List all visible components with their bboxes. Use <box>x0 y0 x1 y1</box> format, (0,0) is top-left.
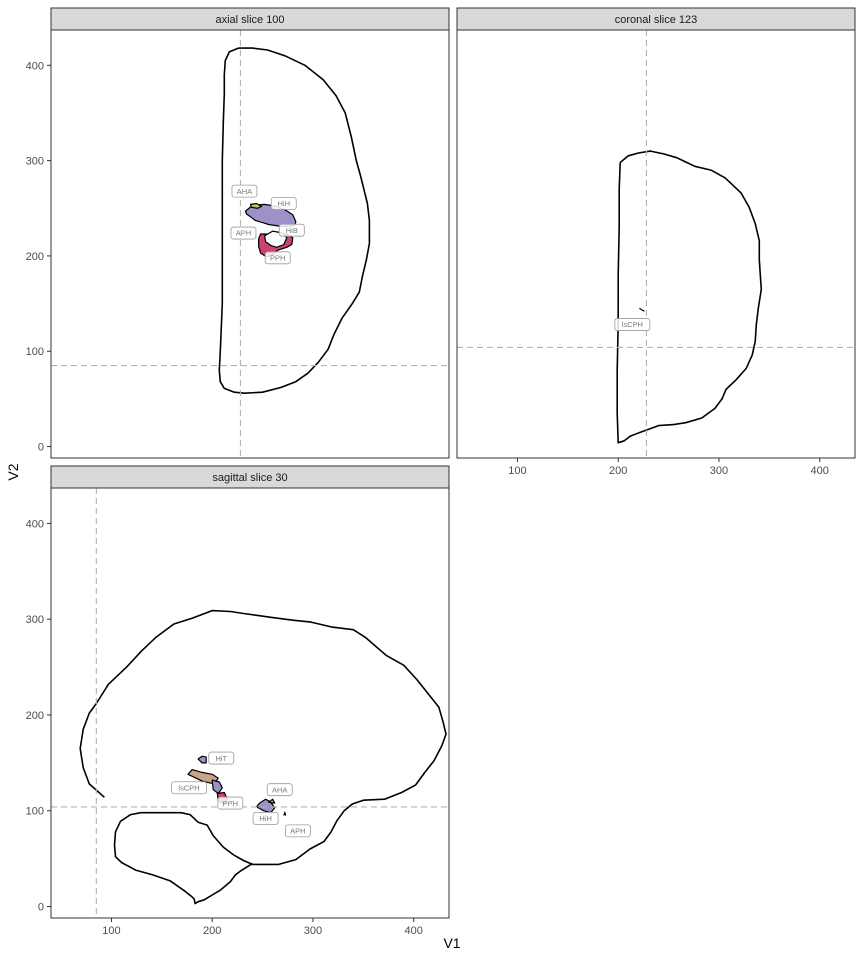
y-axis-title: V2 <box>5 463 21 480</box>
x-tick-label: 400 <box>811 465 829 477</box>
y-tick-label: 200 <box>26 251 44 263</box>
y-tick-label: 400 <box>26 60 44 72</box>
region-label: AHA <box>266 783 293 797</box>
brain-outline <box>218 47 371 395</box>
panel-title: coronal slice 123 <box>615 14 698 26</box>
panel-border <box>50 487 450 919</box>
x-tick-label: 300 <box>304 925 322 937</box>
x-tick-label: 300 <box>710 465 728 477</box>
brain-outline <box>616 150 763 444</box>
region-shape <box>197 755 207 764</box>
y-tick-label: 300 <box>26 614 44 626</box>
brain-outline <box>79 609 447 905</box>
x-tick-label: 400 <box>405 925 423 937</box>
panel-background <box>51 30 449 458</box>
region-label-text: HiT <box>215 754 227 763</box>
x-axis-title: V1 <box>443 935 460 951</box>
panel-border <box>50 29 450 459</box>
y-tick-label: 100 <box>26 806 44 818</box>
region-label-text: lsCPH <box>178 783 199 792</box>
region-label: HiB <box>278 223 305 237</box>
panel-1: axial slice 100 AHA HiH APH HiB PPH 0 100 200 300… <box>26 7 450 459</box>
region-label-text: HiH <box>259 814 272 823</box>
panel-border <box>456 29 856 459</box>
region-label-text: PPH <box>223 799 238 808</box>
region-label: HiH <box>270 197 297 210</box>
y-tick-label: 100 <box>26 346 44 358</box>
x-tick-label: 200 <box>203 925 221 937</box>
region-shape <box>249 202 263 209</box>
y-tick-label: 0 <box>38 442 44 454</box>
region-label-text: AHA <box>272 785 287 794</box>
panel-3: sagittal slice 30 HiT lsCPH AHA PPH HiH APH 0 10… <box>26 465 450 937</box>
region-shape <box>283 810 287 816</box>
panel-background <box>51 488 449 918</box>
region-label: PPH <box>217 796 244 810</box>
y-tick-label: 400 <box>26 518 44 530</box>
region-label-text: PPH <box>270 254 285 263</box>
region-label: lsCPH <box>614 318 651 331</box>
region-label: HiH <box>252 812 279 825</box>
region-label-text: HiB <box>286 226 298 235</box>
region-label: AHA <box>231 184 258 198</box>
region-label-text: AHA <box>237 187 252 196</box>
x-tick-label: 100 <box>508 465 526 477</box>
region-shape <box>639 307 645 312</box>
region-label-text: APH <box>290 827 305 836</box>
panel-2: coronal slice 123 lsCPH 100 200 300 400 <box>456 7 856 477</box>
y-tick-label: 0 <box>38 902 44 914</box>
region-label-text: APH <box>236 229 251 238</box>
region-shape <box>268 798 276 804</box>
region-label: PPH <box>264 251 291 265</box>
region-label-text: HiH <box>278 199 291 208</box>
x-tick-label: 100 <box>102 925 120 937</box>
panel-background <box>457 30 855 458</box>
y-tick-label: 300 <box>26 156 44 168</box>
region-label: APH <box>284 824 311 838</box>
y-tick-label: 200 <box>26 710 44 722</box>
panel-title: axial slice 100 <box>215 14 284 26</box>
x-tick-label: 200 <box>609 465 627 477</box>
region-label: HiT <box>208 751 235 765</box>
region-label-text: lsCPH <box>622 320 643 329</box>
panel-title: sagittal slice 30 <box>212 472 287 484</box>
region-shape <box>211 779 223 795</box>
region-label: lsCPH <box>171 781 207 795</box>
region-label: APH <box>230 226 257 240</box>
